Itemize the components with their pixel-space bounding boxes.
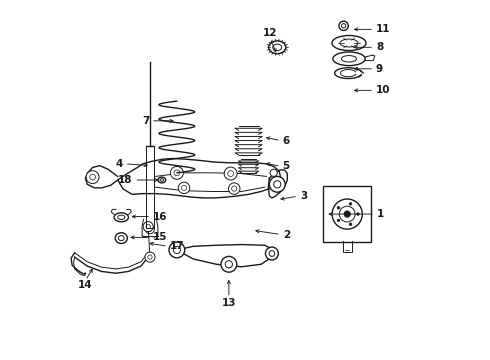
Circle shape: [169, 242, 185, 258]
Circle shape: [266, 247, 278, 260]
Ellipse shape: [269, 41, 286, 54]
Circle shape: [270, 176, 285, 192]
Text: 5: 5: [283, 161, 290, 171]
Ellipse shape: [114, 213, 128, 222]
Circle shape: [145, 252, 155, 262]
Text: 14: 14: [78, 280, 93, 291]
Text: 12: 12: [263, 28, 277, 39]
Text: 4: 4: [116, 159, 123, 169]
Ellipse shape: [158, 177, 166, 183]
Circle shape: [86, 171, 99, 184]
Text: 9: 9: [376, 64, 383, 74]
Text: 18: 18: [118, 175, 133, 185]
Ellipse shape: [115, 233, 127, 243]
Text: 17: 17: [170, 241, 184, 251]
Circle shape: [228, 183, 240, 194]
Circle shape: [337, 219, 340, 222]
Circle shape: [221, 256, 237, 272]
Circle shape: [349, 202, 352, 205]
Circle shape: [171, 166, 183, 179]
Text: 3: 3: [300, 191, 307, 201]
Circle shape: [224, 167, 237, 180]
Circle shape: [349, 223, 352, 226]
Circle shape: [339, 206, 355, 222]
Circle shape: [344, 211, 350, 217]
Text: 7: 7: [142, 116, 149, 126]
Circle shape: [357, 213, 359, 216]
Text: 2: 2: [283, 230, 290, 239]
Ellipse shape: [333, 52, 365, 66]
Text: 10: 10: [376, 85, 391, 95]
Circle shape: [146, 225, 154, 234]
Circle shape: [270, 169, 277, 176]
Text: 6: 6: [283, 136, 290, 145]
Circle shape: [178, 182, 190, 194]
Ellipse shape: [332, 36, 366, 50]
Text: 8: 8: [376, 42, 383, 52]
Circle shape: [337, 206, 340, 209]
Text: 16: 16: [153, 212, 168, 221]
Text: 1: 1: [377, 209, 384, 219]
Text: 15: 15: [153, 232, 168, 242]
FancyBboxPatch shape: [323, 186, 371, 242]
Circle shape: [143, 222, 153, 231]
Text: 13: 13: [221, 298, 236, 308]
Text: 11: 11: [376, 24, 391, 35]
Circle shape: [332, 199, 362, 229]
Circle shape: [339, 21, 348, 31]
